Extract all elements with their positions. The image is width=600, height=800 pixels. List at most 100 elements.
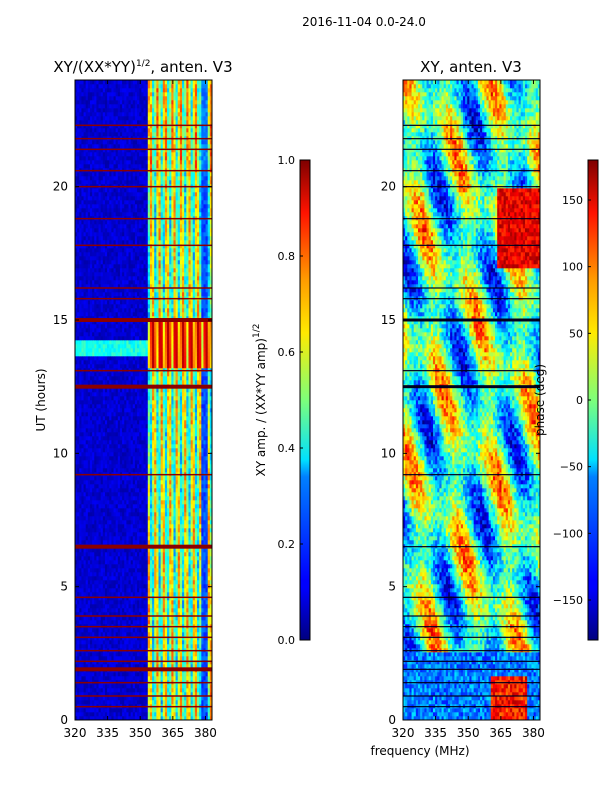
left-heatmap-cell <box>160 612 164 617</box>
left-heatmap-cell <box>173 632 176 637</box>
left-heatmap-cell <box>209 656 212 661</box>
left-heatmap-cell <box>92 532 95 537</box>
left-heatmap-cell <box>109 496 112 501</box>
left-heatmap-cell <box>162 596 166 601</box>
left-heatmap-cell <box>134 464 138 469</box>
left-heatmap-cell <box>104 524 108 529</box>
left-heatmap-cell <box>154 528 157 533</box>
left-heatmap-cell <box>164 496 168 501</box>
left-heatmap-cell <box>141 708 144 713</box>
left-heatmap-cell <box>92 424 95 429</box>
left-heatmap-cell <box>139 408 142 413</box>
left-heatmap-cell <box>182 672 185 677</box>
left-heatmap-cell <box>130 444 134 449</box>
left-heatmap-cell <box>98 580 101 585</box>
left-heatmap-cell <box>156 420 159 425</box>
left-heatmap-cell <box>162 588 166 593</box>
left-heatmap-cell <box>100 520 104 525</box>
left-heatmap-cell <box>94 596 97 601</box>
left-heatmap-cell <box>158 616 161 621</box>
left-heatmap-cell <box>156 568 159 573</box>
left-heatmap-cell <box>194 616 198 621</box>
left-heatmap-cell <box>113 656 116 661</box>
left-heatmap-cell <box>122 448 125 453</box>
left-heatmap-cell <box>109 484 112 489</box>
left-heatmap-cell <box>132 572 136 577</box>
left-heatmap-cell <box>199 448 202 453</box>
left-heatmap-cell <box>102 684 106 689</box>
left-heatmap-cell <box>104 676 108 681</box>
left-heatmap-cell <box>100 592 104 597</box>
left-heatmap-cell <box>203 692 206 697</box>
left-heatmap-cell <box>149 652 153 657</box>
left-heatmap-cell <box>147 560 151 565</box>
left-heatmap-cell <box>87 588 91 593</box>
left-heatmap-cell <box>107 448 110 453</box>
left-heatmap-cell <box>109 556 112 561</box>
left-heatmap-cell <box>167 572 170 577</box>
left-heatmap-cell <box>134 616 138 621</box>
left-heatmap-cell <box>119 608 123 613</box>
left-heatmap-cell <box>75 444 78 449</box>
left-heatmap-cell <box>98 496 101 501</box>
left-heatmap-cell <box>141 440 144 445</box>
left-heatmap-cell <box>141 512 144 517</box>
left-heatmap-cell <box>154 420 157 425</box>
left-heatmap-cell <box>203 464 206 469</box>
left-heatmap-cell <box>147 532 151 537</box>
left-heatmap-cell <box>194 528 198 533</box>
left-heatmap-cell <box>205 508 209 513</box>
left-heatmap-cell <box>132 636 136 641</box>
left-heatmap-cell <box>141 460 144 465</box>
left-heatmap-cell <box>89 572 93 577</box>
left-heatmap-cell <box>128 556 131 561</box>
left-heatmap-cell <box>209 620 212 625</box>
left-heatmap-cell <box>98 700 101 705</box>
left-heatmap-cell <box>209 612 212 617</box>
left-heatmap-cell <box>111 492 114 497</box>
left-heatmap-cell <box>117 504 121 509</box>
left-heatmap-cell <box>137 504 140 509</box>
left-heatmap-cell <box>87 520 91 525</box>
left-heatmap-cell <box>85 580 89 585</box>
left-heatmap-cell <box>104 644 108 649</box>
left-heatmap-cell <box>81 452 84 457</box>
left-heatmap-cell <box>177 656 181 661</box>
left-heatmap-cell <box>169 496 172 501</box>
left-heatmap-cell <box>192 656 196 661</box>
left-heatmap-cell <box>139 420 142 425</box>
left-heatmap-cell <box>184 568 187 573</box>
left-heatmap-cell <box>207 468 211 473</box>
left-heatmap-cell <box>128 420 131 425</box>
left-heatmap-cell <box>175 632 179 637</box>
left-heatmap-cell <box>197 656 200 661</box>
left-heatmap-cell <box>173 664 176 669</box>
left-heatmap-cell <box>199 696 202 701</box>
left-heatmap-cell <box>89 504 93 509</box>
left-heatmap-cell <box>203 556 206 561</box>
left-heatmap-cell <box>87 620 91 625</box>
left-heatmap-cell <box>203 560 206 565</box>
left-heatmap-cell <box>175 716 179 720</box>
left-heatmap-cell <box>152 572 155 577</box>
left-heatmap-cell <box>147 628 151 633</box>
left-heatmap-cell <box>111 708 114 713</box>
left-heatmap-cell <box>175 696 179 701</box>
left-heatmap-cell <box>199 652 202 657</box>
left-heatmap-cell <box>169 480 172 485</box>
left-heatmap-cell <box>79 428 82 433</box>
left-heatmap-cell <box>128 664 131 669</box>
left-heatmap-cell <box>184 576 187 581</box>
left-heatmap-cell <box>143 592 146 597</box>
left-heatmap-cell <box>113 444 116 449</box>
left-heatmap-cell <box>175 572 179 577</box>
left-heatmap-cell <box>158 420 161 425</box>
left-heatmap-cell <box>104 440 108 445</box>
left-heatmap-cell <box>96 592 99 597</box>
left-heatmap-cell <box>87 508 91 513</box>
left-heatmap-cell <box>158 496 161 501</box>
left-heatmap-cell <box>205 440 209 445</box>
left-heatmap-cell <box>113 436 116 441</box>
left-heatmap-cell <box>92 536 95 541</box>
left-heatmap-cell <box>122 592 125 597</box>
